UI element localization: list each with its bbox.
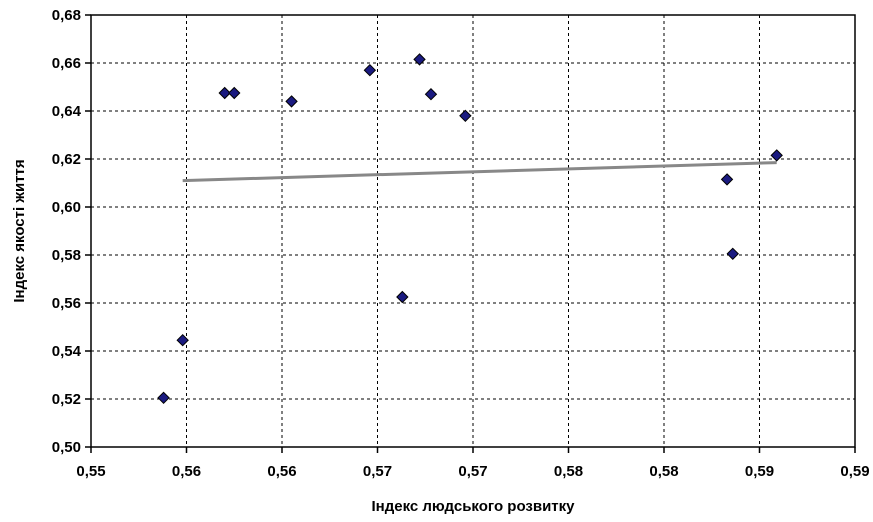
x-axis-title: Індекс людського розвитку [371,498,575,515]
y-tick-label: 0,50 [52,439,81,456]
x-tick-label: 0,56 [267,463,296,480]
y-tick-label: 0,56 [52,295,81,312]
x-tick-label: 0,55 [76,463,105,480]
y-tick-label: 0,68 [52,7,81,24]
y-tick-label: 0,62 [52,151,81,168]
x-tick-label: 0,59 [745,463,774,480]
y-tick-label: 0,60 [52,199,81,216]
y-tick-label: 0,54 [52,343,82,360]
y-axis-title: Індекс якості життя [11,159,28,302]
x-tick-label: 0,58 [554,463,583,480]
y-tick-label: 0,52 [52,391,81,408]
x-tick-label: 0,57 [363,463,392,480]
x-tick-labels: 0,55 0,56 0,56 0,57 0,57 0,58 0,58 0,59 0,59 [76,447,869,480]
y-tick-label: 0,58 [52,247,81,264]
x-tick-label: 0,58 [649,463,678,480]
y-tick-label: 0,64 [52,103,82,120]
y-tick-labels: 0,50 0,52 0,54 0,56 0,58 0,60 0,62 0,64 0,66 0,68 [52,7,91,456]
x-tick-label: 0,57 [458,463,487,480]
x-tick-label: 0,59 [840,463,869,480]
x-tick-label: 0,56 [172,463,201,480]
y-tick-label: 0,66 [52,55,81,72]
